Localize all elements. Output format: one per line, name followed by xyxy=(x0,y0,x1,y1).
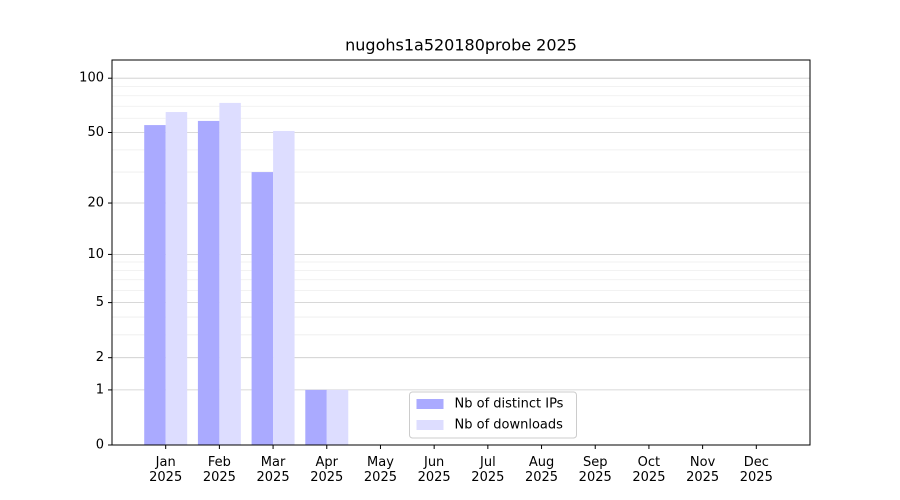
y-tick-label: 1 xyxy=(96,382,104,397)
bar xyxy=(326,389,349,445)
x-tick-label: Nov 2025 xyxy=(686,455,719,485)
x-tick-label: Sep 2025 xyxy=(579,455,612,485)
legend: Nb of distinct IPs Nb of downloads xyxy=(409,391,577,439)
y-tick-label: 20 xyxy=(87,196,104,211)
x-tick-label: Jul 2025 xyxy=(471,455,504,485)
bar xyxy=(251,172,274,445)
x-tick-label: Aug 2025 xyxy=(525,455,558,485)
legend-swatch xyxy=(416,420,444,430)
x-tick-label: Oct 2025 xyxy=(632,455,665,485)
legend-label: Nb of downloads xyxy=(455,418,564,433)
x-tick-label: Feb 2025 xyxy=(203,455,236,485)
x-tick-label: May 2025 xyxy=(364,455,397,485)
y-tick-label: 50 xyxy=(87,125,104,140)
y-tick-label: 10 xyxy=(87,247,104,262)
legend-swatch xyxy=(416,399,444,409)
x-tick-label: Jun 2025 xyxy=(418,455,451,485)
y-tick-label: 2 xyxy=(96,350,104,365)
chart-title: nugohs1a520180probe 2025 xyxy=(345,36,577,55)
bar xyxy=(197,120,220,445)
x-tick-label: Dec 2025 xyxy=(740,455,773,485)
bar xyxy=(165,112,188,445)
bar xyxy=(273,130,295,445)
bar xyxy=(305,389,327,445)
x-tick-label: Mar 2025 xyxy=(257,455,290,485)
x-tick-label: Apr 2025 xyxy=(310,455,343,485)
bar xyxy=(144,125,166,445)
legend-label: Nb of distinct IPs xyxy=(455,397,564,412)
bar xyxy=(219,102,241,445)
y-tick-label: 100 xyxy=(79,71,104,86)
x-tick-label: Jan 2025 xyxy=(149,455,182,485)
y-tick-label: 0 xyxy=(96,438,104,453)
y-tick-label: 5 xyxy=(96,295,104,310)
legend-frame xyxy=(409,391,577,439)
plot-frame xyxy=(111,59,811,446)
